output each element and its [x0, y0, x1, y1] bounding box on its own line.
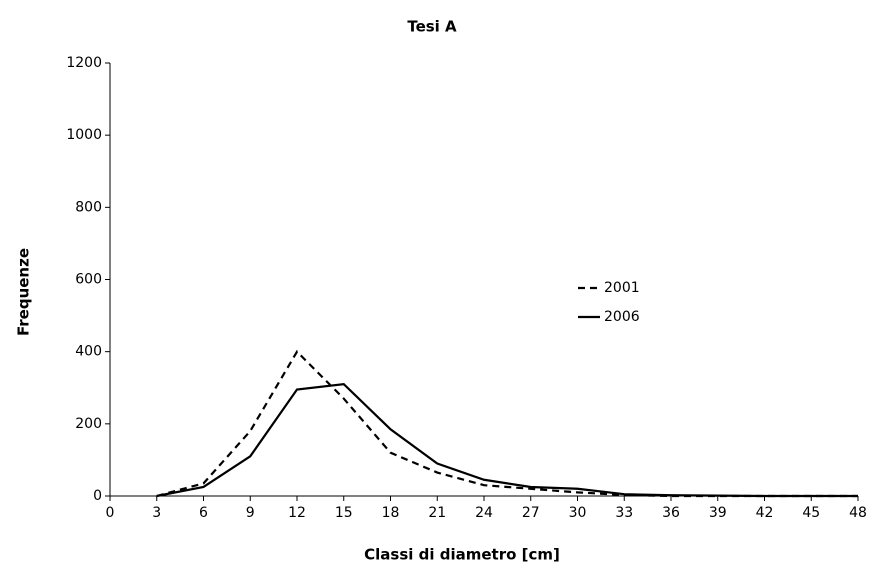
x-axis-label: Classi di diametro [cm]: [364, 546, 560, 564]
x-tick-label: 3: [152, 505, 161, 521]
chart-title: Tesi A: [407, 18, 457, 36]
x-tick-label: 36: [662, 505, 680, 521]
series-line: [156, 349, 858, 498]
x-tick-label: 24: [475, 505, 493, 521]
x-tick-label: 18: [382, 505, 400, 521]
y-tick-label: 600: [75, 272, 102, 288]
x-tick-label: 9: [246, 505, 255, 521]
y-axis-label: Frequenze: [15, 248, 33, 336]
legend-label: 2001: [604, 280, 640, 296]
x-tick-label: 33: [615, 505, 633, 521]
legend-label: 2006: [604, 309, 640, 325]
x-tick-label: 39: [709, 505, 727, 521]
y-tick-label: 0: [93, 488, 102, 504]
y-tick-label: 200: [75, 416, 102, 432]
x-tick-label: 12: [288, 505, 306, 521]
x-tick-label: 42: [756, 505, 774, 521]
x-tick-label: 48: [849, 505, 867, 521]
x-tick-label: 15: [335, 505, 353, 521]
x-tick-label: 27: [522, 505, 540, 521]
y-tick-label: 400: [75, 344, 102, 360]
y-tick-label: 1200: [66, 55, 102, 71]
x-tick-label: 0: [106, 505, 115, 521]
x-tick-label: 45: [802, 505, 820, 521]
y-tick-label: 800: [75, 199, 102, 215]
x-tick-label: 30: [569, 505, 587, 521]
x-tick-label: 21: [428, 505, 446, 521]
x-tick-label: 6: [199, 505, 208, 521]
series-line: [156, 382, 858, 498]
y-tick-label: 1000: [66, 127, 102, 143]
